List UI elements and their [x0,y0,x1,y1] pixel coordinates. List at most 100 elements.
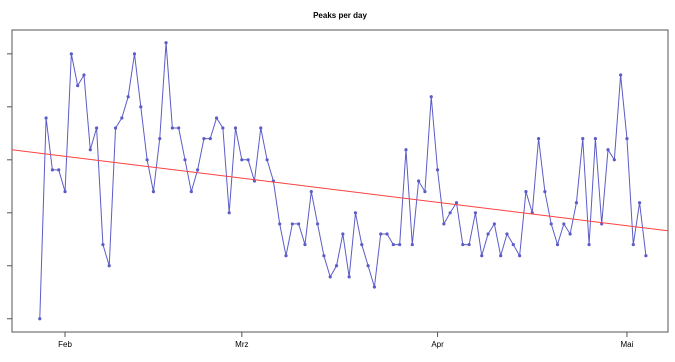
data-point [423,189,427,194]
data-point [322,254,326,258]
data-point [214,116,219,120]
data-point [461,242,465,247]
data-point [57,168,61,172]
data-point [480,254,484,258]
plot-frame [11,29,669,333]
data-line [39,42,647,319]
data-point [177,126,181,130]
chart-title: Peaks per day [313,11,367,20]
data-point [50,168,55,172]
data-point [385,232,389,236]
data-point [265,158,269,162]
data-point [208,137,212,141]
data-point [309,189,313,194]
data-point [574,201,579,205]
x-tick-label: Feb [58,340,72,349]
data-point [417,179,421,183]
data-point [69,52,73,56]
data-point [492,222,496,226]
data-point [227,211,231,215]
data-point [372,285,377,289]
data-point [631,242,635,247]
data-point [221,126,225,130]
data-point [360,242,364,247]
data-point [391,242,395,247]
data-point [435,168,440,172]
data-point [473,211,478,215]
data-point [290,222,294,226]
data-point [38,317,42,321]
data-point [404,148,408,152]
data-point [246,158,250,162]
data-point [593,137,597,141]
data-point [132,52,137,56]
data-point [511,242,515,247]
data-point [278,222,282,226]
data-point [189,189,193,194]
data-point [107,264,111,268]
data-point [625,137,629,141]
data-point [284,254,288,258]
data-point [606,148,610,152]
data-point [587,242,591,247]
data-point [145,158,149,162]
data-point [334,264,339,268]
data-point [467,242,471,247]
data-point [486,232,490,236]
data-point [454,201,459,205]
data-point [619,73,623,77]
data-point [543,189,547,194]
data-point [536,137,541,141]
data-point [82,73,86,77]
trend-line [11,149,669,232]
data-point [518,254,522,258]
data-point [95,126,99,130]
data-point [233,126,238,130]
data-point [76,84,80,88]
data-point [568,232,572,236]
data-point [562,222,566,226]
data-point [366,264,370,268]
data-point [164,41,168,45]
data-point [410,242,414,247]
data-point [297,222,301,226]
data-point [555,242,560,247]
data-point [379,232,383,236]
data-point [44,116,48,120]
data-point [151,189,156,194]
x-tick-label: Apr [431,340,444,349]
data-point [353,211,358,215]
x-tick-label: Mrz [235,340,248,349]
data-point [303,242,307,247]
data-point [524,189,528,194]
data-point [202,137,206,141]
data-point [158,137,162,141]
data-point [126,95,130,99]
data-point [113,126,118,130]
data-point [101,242,105,247]
data-point [341,232,345,236]
data-point [183,158,187,162]
data-point [347,275,351,279]
data-point [196,168,200,172]
data-point [328,275,332,279]
data-point [63,189,67,194]
data-point [170,126,174,130]
data-point [120,116,124,120]
data-point [549,222,553,226]
data-point [429,95,433,99]
data-point [448,211,452,215]
data-point [398,242,402,247]
data-point [240,158,244,162]
data-point [88,148,92,152]
data-point [259,126,263,130]
data-point [442,222,446,226]
x-tick-label: Mai [621,340,634,349]
data-point [637,201,642,205]
data-point [612,158,616,162]
data-point [139,105,143,109]
data-point [644,254,648,258]
data-point [499,254,503,258]
data-point [581,137,585,141]
